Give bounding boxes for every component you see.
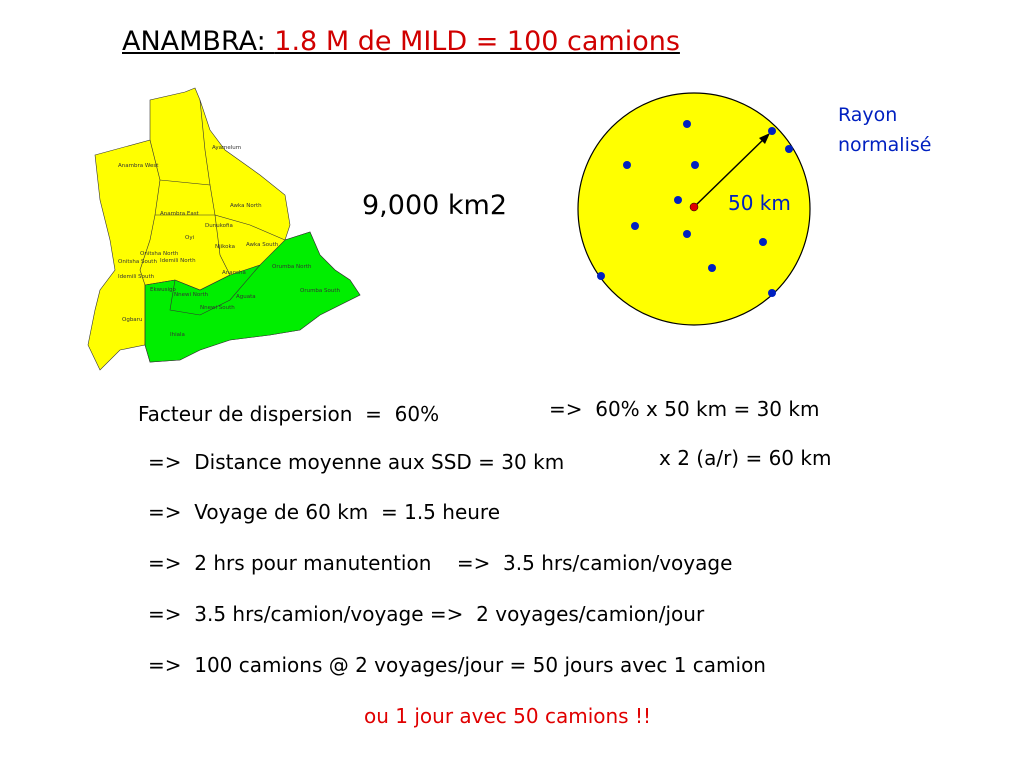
dot [691,161,699,169]
title-prefix: ANAMBRA: [122,26,275,57]
dot [768,127,776,135]
district-label: Awka South [246,242,279,248]
district-label: Dunukofia [205,223,233,229]
conclusion: ou 1 jour avec 50 camions !! [364,704,651,728]
map [87,87,361,371]
caption-line: Rayon [838,104,898,126]
district-label: Ogbaru [122,317,142,323]
text-line: => Distance moyenne aux SSD = 30 km [148,450,565,474]
district-label: Orumba South [300,288,341,294]
text-line: => 3.5 hrs/camion/voyage => 2 voyages/ca… [148,602,705,626]
district-label: Njikoka [215,244,235,250]
district-label: Idemili North [160,258,196,264]
district-label: Anambra West [118,163,159,169]
district-label: Awka North [230,203,262,209]
radius-arrow [693,135,768,208]
district-label: Anaocha [222,270,246,276]
area: 9,000 km2 [362,190,507,221]
dot [631,222,639,230]
title: ANAMBRA: 1.8 M de MILD = 100 camions [122,26,680,57]
dot [674,196,682,204]
map-green [144,231,361,363]
district-label: Anambra East [160,211,200,217]
title-main: 1.8 M de MILD = 100 camions [274,26,680,57]
district-label: Onitsha North [140,251,179,257]
district-label: Ihiala [170,332,185,338]
center-dot [689,202,699,212]
district-label: Orumba North [272,264,312,270]
dots [597,120,793,297]
dot [708,264,716,272]
dot [683,230,691,238]
dot [597,272,605,280]
dot [759,238,767,246]
map-border [199,99,211,186]
district-label: Idemili South [118,274,155,280]
text-line: => 2 hrs pour manutention => 3.5 hrs/cam… [148,551,733,575]
circle-diagram [577,92,811,326]
district-label: Ayamelum [212,145,241,151]
arrow-head [759,133,770,144]
map-border [169,264,261,316]
caption-line: normalisé [838,134,932,156]
district-label: Nnewi South [200,305,235,311]
text-line: => Voyage de 60 km = 1.5 heure [148,500,501,524]
radius-label: 50 km [728,191,791,215]
dot [683,120,691,128]
text-line: x 2 (a/r) = 60 km [659,446,832,470]
district-label: Ekwusigo [150,287,177,293]
district-label: Nnewi North [174,292,209,298]
district-label: Onitsha South [118,259,157,265]
dot [768,289,776,297]
text-line: => 60% x 50 km = 30 km [549,397,820,421]
district-label: Oyi [185,235,195,241]
text-line: Facteur de dispersion = 60% [138,402,440,426]
district-label: Aguata [236,294,256,300]
dot [623,161,631,169]
dot [785,145,793,153]
text-line: => 100 camions @ 2 voyages/jour = 50 jou… [148,653,766,677]
